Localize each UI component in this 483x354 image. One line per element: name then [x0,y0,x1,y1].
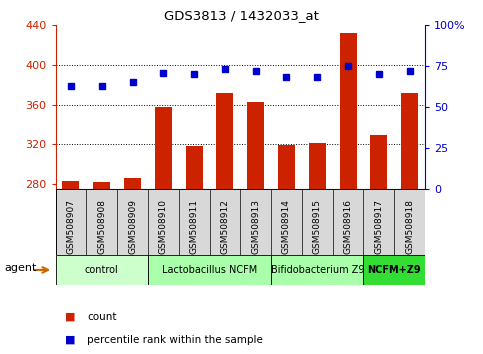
Text: Bifidobacterium Z9: Bifidobacterium Z9 [270,265,364,275]
Bar [340,33,356,189]
Bar [185,147,202,189]
Text: count: count [87,312,116,322]
Text: GSM508916: GSM508916 [343,199,353,254]
Bar [401,93,418,189]
Text: GSM508908: GSM508908 [97,199,106,254]
Text: GSM508910: GSM508910 [159,199,168,254]
FancyBboxPatch shape [148,255,271,285]
Text: GSM508915: GSM508915 [313,199,322,254]
Text: ■: ■ [65,335,76,345]
Text: GSM508912: GSM508912 [220,199,229,254]
Bar [155,107,172,189]
Bar [62,181,79,189]
Text: Lactobacillus NCFM: Lactobacillus NCFM [162,265,257,275]
Bar [93,182,110,189]
Text: GSM508914: GSM508914 [282,199,291,254]
Text: GSM508907: GSM508907 [67,199,75,254]
Text: GDS3813 / 1432033_at: GDS3813 / 1432033_at [164,9,319,22]
FancyBboxPatch shape [56,189,425,255]
Bar [216,93,233,189]
Text: control: control [85,265,119,275]
Text: GSM508909: GSM508909 [128,199,137,254]
Text: GSM508911: GSM508911 [190,199,199,254]
FancyBboxPatch shape [56,255,148,285]
Bar [124,178,141,189]
Text: GSM508913: GSM508913 [251,199,260,254]
FancyBboxPatch shape [271,255,364,285]
Text: NCFM+Z9: NCFM+Z9 [368,265,421,275]
Text: agent: agent [5,263,37,273]
Text: GSM508918: GSM508918 [405,199,414,254]
Bar [247,102,264,189]
Text: percentile rank within the sample: percentile rank within the sample [87,335,263,345]
FancyBboxPatch shape [364,255,425,285]
Bar [370,135,387,189]
Text: GSM508917: GSM508917 [374,199,384,254]
Bar [278,145,295,189]
Bar [309,143,326,189]
Text: ■: ■ [65,312,76,322]
